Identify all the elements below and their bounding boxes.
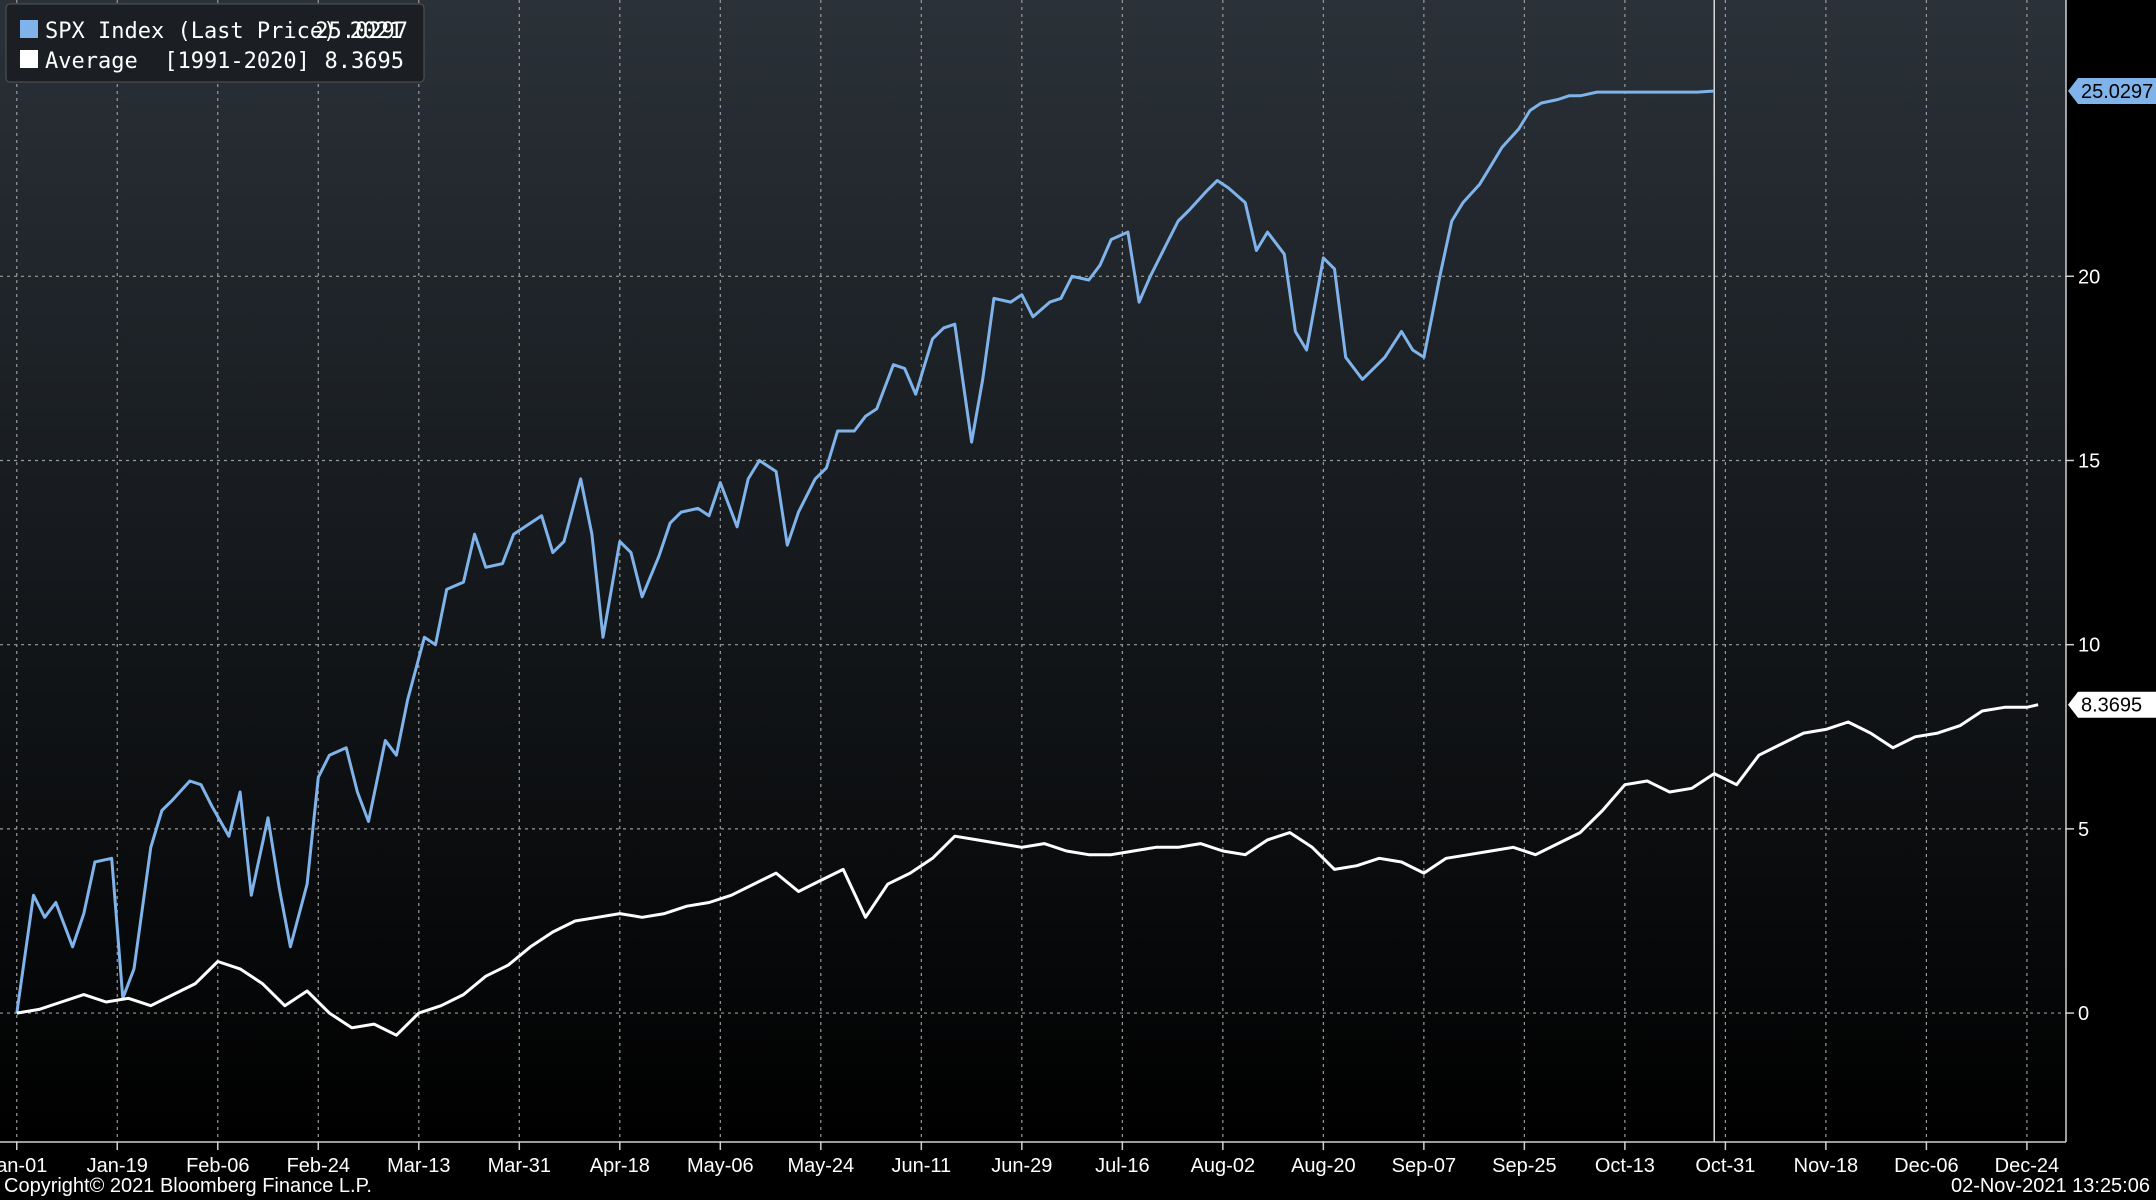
copyright-text: Copyright© 2021 Bloomberg Finance L.P.: [4, 1175, 372, 1197]
x-tick-label: Sep-07: [1392, 1155, 1457, 1177]
x-tick-label: Mar-31: [488, 1155, 551, 1177]
x-tick-label: Oct-31: [1695, 1155, 1755, 1177]
y-tick-label: 20: [2078, 266, 2100, 288]
spx-last-value: 25.0297: [2081, 81, 2153, 103]
y-tick-label: 0: [2078, 1003, 2089, 1025]
y-axis-ticks: 0 5 10 15 20: [2066, 266, 2100, 1025]
legend-label-average: Average [1991-2020]: [45, 49, 310, 74]
legend: SPX Index (Last Price) 2021 25.0297 Aver…: [5, 3, 425, 83]
x-tick-label: May-06: [687, 1155, 754, 1177]
legend-value-average: 8.3695: [325, 49, 404, 74]
timestamp-text: 02-Nov-2021 13:25:06: [1951, 1175, 2150, 1197]
x-tick-label: Apr-18: [590, 1155, 650, 1177]
series-line-average: [16, 703, 2039, 1037]
x-tick-label: May-24: [787, 1155, 854, 1177]
y-tick-label: 5: [2078, 819, 2089, 841]
series-layer: [15, 89, 2039, 1037]
x-tick-label: Dec-24: [1995, 1155, 2059, 1177]
average-last-value: 8.3695: [2081, 695, 2142, 717]
x-tick-label: Jan-01: [0, 1155, 47, 1177]
series-line-spx: [15, 89, 1715, 1014]
spx-last-value-tag: 25.0297: [2068, 78, 2156, 105]
average-last-value-tag: 8.3695: [2068, 691, 2156, 718]
legend-value-spx: 25.0297: [315, 19, 408, 44]
y-tick-label: 15: [2078, 450, 2100, 472]
x-axis-ticks: Jan-01 Jan-19 Feb-06 Feb-24 Mar-13 Mar-31 Apr-…: [0, 1142, 2059, 1177]
x-tick-label: Jun-29: [991, 1155, 1052, 1177]
grid: [0, 0, 2066, 1142]
legend-box: [5, 3, 425, 83]
x-tick-label: Feb-06: [186, 1155, 249, 1177]
x-tick-label: Oct-13: [1595, 1155, 1655, 1177]
x-tick-label: Dec-06: [1894, 1155, 1958, 1177]
legend-swatch-average: [20, 50, 38, 68]
legend-swatch-spx: [20, 20, 38, 38]
y-tick-label: 10: [2078, 635, 2100, 657]
x-tick-label: Aug-02: [1191, 1155, 1256, 1177]
x-tick-label: Jul-16: [1095, 1155, 1149, 1177]
x-tick-label: Jan-19: [87, 1155, 148, 1177]
x-tick-label: Jun-11: [891, 1155, 951, 1177]
x-tick-label: Mar-13: [387, 1155, 450, 1177]
legend-label-spx: SPX Index (Last Price) 2021: [45, 19, 403, 44]
x-tick-label: Aug-20: [1291, 1155, 1356, 1177]
x-tick-label: Nov-18: [1794, 1155, 1858, 1177]
x-tick-label: Feb-24: [287, 1155, 350, 1177]
x-tick-label: Sep-25: [1492, 1155, 1557, 1177]
plot-area: [0, 0, 2066, 1142]
